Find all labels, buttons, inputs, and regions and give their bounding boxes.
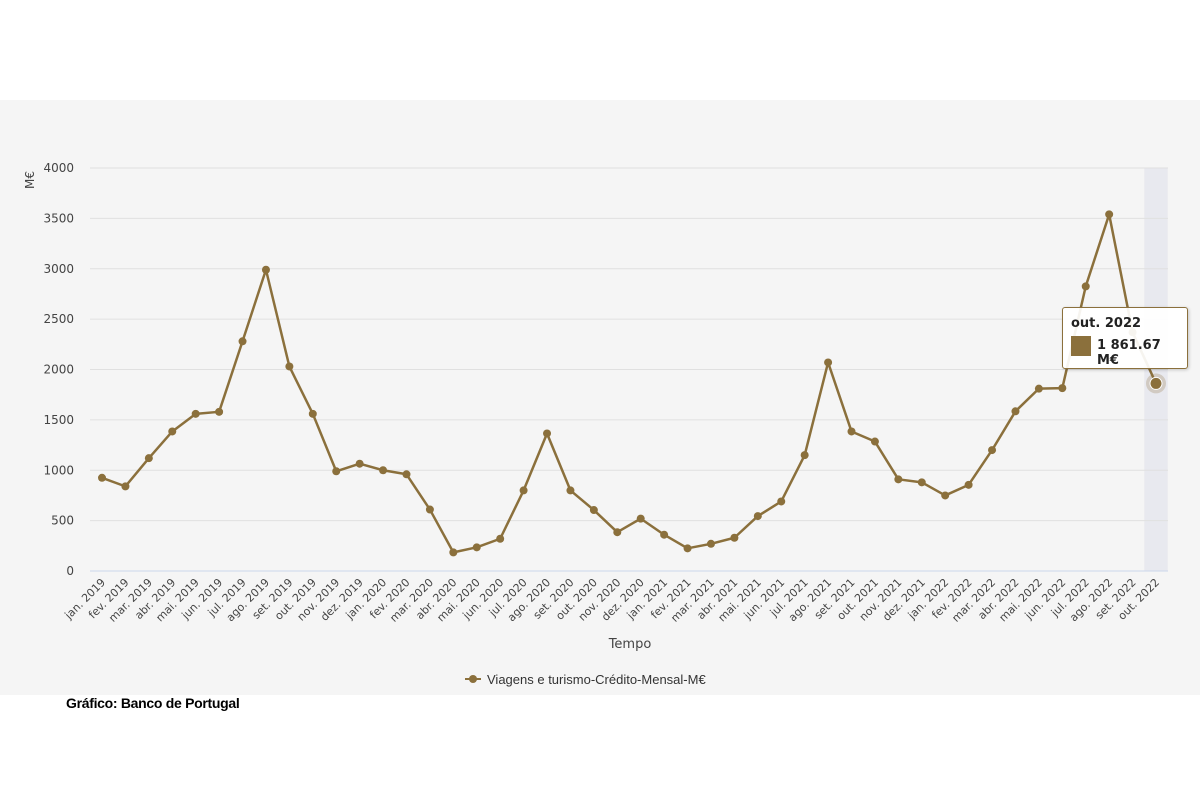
- data-point: [238, 337, 247, 346]
- data-point: [964, 480, 973, 489]
- y-tick-label: 1000: [43, 463, 74, 477]
- data-point: [1011, 407, 1020, 416]
- y-axis-title: M€: [23, 171, 37, 189]
- data-point: [988, 446, 997, 455]
- series-line: [101, 213, 1158, 554]
- data-point: [425, 505, 434, 514]
- data-point: [379, 466, 388, 475]
- data-point: [543, 429, 552, 438]
- data-point: [191, 409, 200, 418]
- chart-panel: [0, 100, 1200, 695]
- legend-marker: [469, 675, 477, 683]
- y-tick-label: 2500: [43, 312, 74, 326]
- data-point: [332, 467, 341, 476]
- data-point: [566, 486, 575, 495]
- y-tick-label: 1500: [43, 413, 74, 427]
- tooltip-swatch: [1071, 336, 1091, 356]
- data-point: [847, 427, 856, 436]
- y-tick-label: 3000: [43, 262, 74, 276]
- data-point: [472, 543, 481, 552]
- data-point: [121, 482, 130, 491]
- tooltip-title: out. 2022: [1071, 316, 1142, 331]
- data-point: [519, 486, 528, 495]
- data-point: [144, 454, 153, 463]
- y-tick-label: 500: [51, 514, 74, 528]
- data-point: [613, 528, 622, 537]
- data-point: [402, 470, 411, 479]
- data-point: [355, 459, 364, 468]
- data-point: [730, 533, 739, 542]
- y-tick-label: 4000: [43, 161, 74, 175]
- data-point: [1034, 384, 1043, 393]
- tooltip-value: 1 861.67 M€: [1097, 338, 1161, 368]
- x-axis-title: Tempo: [608, 637, 652, 652]
- legend: Viagens e turismo-Crédito-Mensal-M€: [465, 672, 706, 687]
- data-point: [1149, 376, 1163, 390]
- data-point: [941, 491, 950, 500]
- data-point: [706, 539, 715, 548]
- y-tick-label: 3500: [43, 211, 74, 225]
- data-point: [777, 497, 786, 506]
- data-point: [496, 534, 505, 543]
- data-point: [636, 514, 645, 523]
- data-point: [308, 409, 317, 418]
- data-point: [589, 506, 598, 515]
- data-point: [1058, 384, 1067, 393]
- data-point: [660, 530, 669, 539]
- y-tick-label: 2000: [43, 363, 74, 377]
- data-point: [683, 544, 692, 553]
- source-caption: Gráfico: Banco de Portugal: [66, 695, 240, 711]
- data-point: [449, 548, 458, 557]
- data-point: [168, 427, 177, 436]
- data-point: [800, 451, 809, 460]
- data-point: [1081, 282, 1090, 291]
- data-point: [1105, 210, 1114, 219]
- data-point: [917, 478, 926, 487]
- y-tick-label: 0: [66, 564, 74, 578]
- chart-tooltip: out. 2022 1 861.67 M€: [1062, 307, 1188, 369]
- data-point: [870, 437, 879, 446]
- data-point: [285, 362, 294, 371]
- legend-label: Viagens e turismo-Crédito-Mensal-M€: [487, 672, 706, 687]
- data-point: [215, 407, 224, 416]
- data-point: [824, 358, 833, 367]
- data-point: [753, 512, 762, 521]
- data-point: [98, 473, 106, 482]
- data-point: [261, 265, 270, 274]
- data-point: [894, 475, 903, 484]
